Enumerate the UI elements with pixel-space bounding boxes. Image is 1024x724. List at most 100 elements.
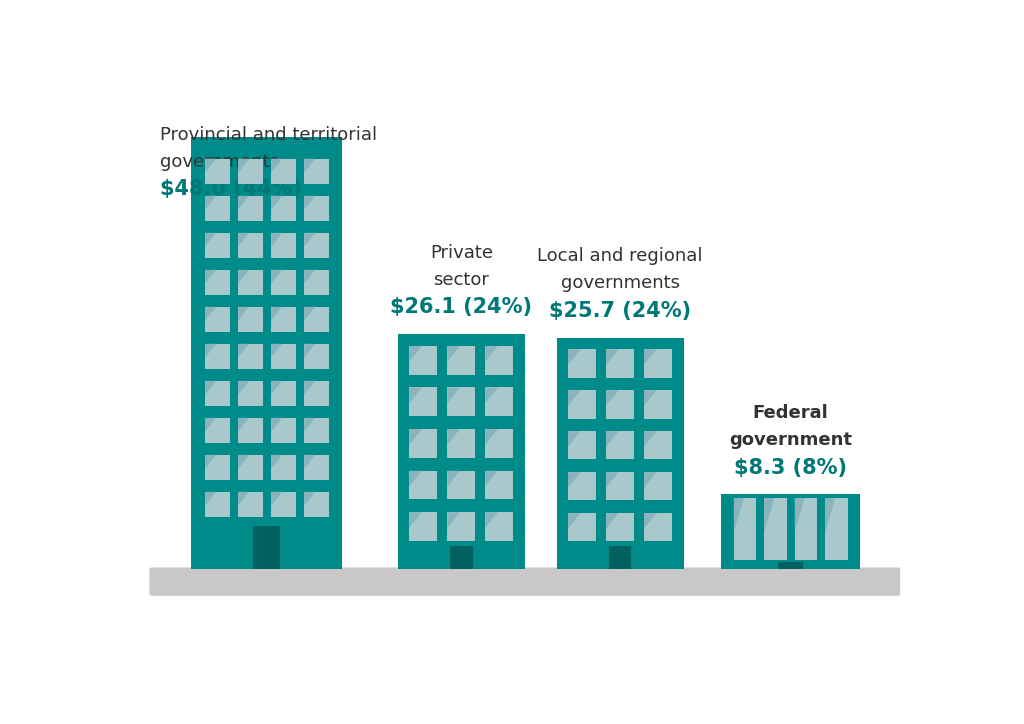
Bar [271, 418, 296, 443]
Bar [795, 498, 817, 560]
Polygon shape [205, 307, 216, 321]
Polygon shape [606, 390, 618, 406]
Bar [239, 492, 262, 517]
Bar [568, 513, 596, 542]
Polygon shape [568, 472, 581, 488]
Bar [568, 390, 596, 418]
Polygon shape [795, 498, 805, 532]
Polygon shape [644, 432, 656, 447]
Polygon shape [205, 159, 216, 173]
Text: $25.7 (24%): $25.7 (24%) [549, 301, 691, 321]
Bar [304, 418, 329, 443]
Bar [205, 492, 229, 517]
Polygon shape [239, 269, 249, 284]
Polygon shape [606, 472, 618, 488]
Text: $8.3 (8%): $8.3 (8%) [734, 458, 847, 478]
Polygon shape [239, 159, 249, 173]
Bar [304, 492, 329, 517]
Bar [271, 455, 296, 480]
Text: government: government [729, 431, 852, 449]
Text: Local and regional: Local and regional [538, 248, 702, 266]
Bar [304, 381, 329, 406]
Bar [606, 432, 634, 460]
Text: Private: Private [430, 244, 493, 262]
Bar [304, 159, 329, 184]
Bar [644, 350, 672, 378]
Polygon shape [205, 492, 216, 506]
Bar [608, 546, 632, 569]
Bar [485, 346, 513, 374]
Polygon shape [606, 350, 618, 365]
Polygon shape [644, 513, 656, 529]
Polygon shape [764, 498, 774, 532]
Bar [764, 498, 786, 560]
Polygon shape [447, 471, 460, 487]
Bar [447, 471, 475, 500]
Bar [271, 381, 296, 406]
Polygon shape [271, 307, 283, 321]
Polygon shape [304, 418, 315, 432]
Bar [447, 346, 475, 374]
Bar [239, 344, 262, 369]
Bar [410, 387, 437, 416]
Polygon shape [485, 429, 498, 445]
Polygon shape [447, 513, 460, 528]
Bar [485, 513, 513, 541]
Polygon shape [205, 455, 216, 468]
Polygon shape [447, 387, 460, 403]
Polygon shape [734, 498, 743, 532]
Bar [568, 432, 596, 460]
Polygon shape [825, 498, 836, 532]
Bar [450, 546, 473, 569]
Polygon shape [205, 195, 216, 210]
Bar [644, 432, 672, 460]
Bar [205, 307, 229, 332]
Bar [568, 350, 596, 378]
Text: sector: sector [433, 271, 489, 289]
Bar [239, 159, 262, 184]
Bar [568, 472, 596, 500]
Polygon shape [304, 159, 315, 173]
Bar [410, 346, 437, 374]
Bar [205, 455, 229, 480]
Polygon shape [239, 344, 249, 358]
Polygon shape [239, 455, 249, 468]
Bar [304, 307, 329, 332]
Polygon shape [271, 159, 283, 173]
Bar [271, 492, 296, 517]
Polygon shape [447, 346, 460, 362]
Polygon shape [304, 307, 315, 321]
Bar [205, 381, 229, 406]
Text: governments: governments [160, 153, 279, 171]
Polygon shape [304, 492, 315, 506]
Polygon shape [568, 350, 581, 365]
Bar [239, 269, 262, 295]
Polygon shape [239, 307, 249, 321]
Text: $26.1 (24%): $26.1 (24%) [390, 298, 532, 317]
Bar [397, 334, 524, 569]
Bar [410, 513, 437, 541]
Bar [239, 381, 262, 406]
Bar [447, 429, 475, 458]
Bar [778, 562, 803, 569]
FancyBboxPatch shape [150, 568, 900, 596]
Bar [271, 159, 296, 184]
Bar [606, 513, 634, 542]
Polygon shape [271, 455, 283, 468]
Bar [271, 195, 296, 222]
Bar [205, 344, 229, 369]
Bar [191, 137, 342, 569]
Polygon shape [205, 232, 216, 247]
Polygon shape [205, 344, 216, 358]
Polygon shape [304, 381, 315, 395]
Bar [721, 494, 860, 569]
Polygon shape [644, 472, 656, 488]
Text: governments: governments [560, 274, 680, 292]
Polygon shape [568, 390, 581, 406]
Bar [304, 344, 329, 369]
Polygon shape [644, 390, 656, 406]
Bar [239, 232, 262, 258]
Polygon shape [304, 232, 315, 247]
Polygon shape [568, 432, 581, 447]
Polygon shape [239, 195, 249, 210]
